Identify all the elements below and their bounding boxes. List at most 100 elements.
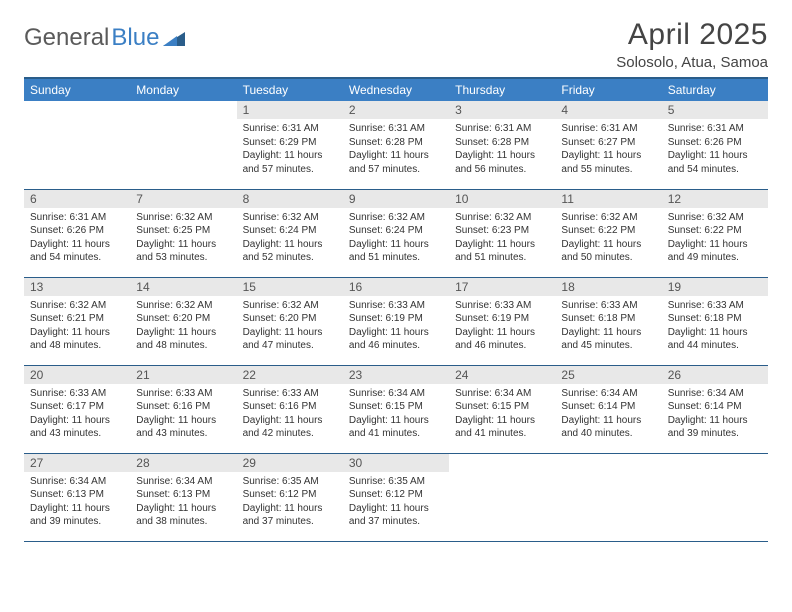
day-number: 15 <box>237 278 343 296</box>
calendar-day-cell <box>449 453 555 541</box>
brand-part2: Blue <box>111 24 159 52</box>
calendar-day-cell: 2Sunrise: 6:31 AMSunset: 6:28 PMDaylight… <box>343 101 449 189</box>
day-content: Sunrise: 6:32 AMSunset: 6:22 PMDaylight:… <box>555 208 661 269</box>
calendar-day-cell: 11Sunrise: 6:32 AMSunset: 6:22 PMDayligh… <box>555 189 661 277</box>
day-content: Sunrise: 6:32 AMSunset: 6:24 PMDaylight:… <box>343 208 449 269</box>
calendar-day-cell: 14Sunrise: 6:32 AMSunset: 6:20 PMDayligh… <box>130 277 236 365</box>
calendar-week-row: 20Sunrise: 6:33 AMSunset: 6:17 PMDayligh… <box>24 365 768 453</box>
weekday-header: Saturday <box>662 78 768 101</box>
calendar-day-cell: 17Sunrise: 6:33 AMSunset: 6:19 PMDayligh… <box>449 277 555 365</box>
day-content: Sunrise: 6:33 AMSunset: 6:19 PMDaylight:… <box>449 296 555 357</box>
weekday-header: Monday <box>130 78 236 101</box>
calendar-day-cell: 19Sunrise: 6:33 AMSunset: 6:18 PMDayligh… <box>662 277 768 365</box>
calendar-head: SundayMondayTuesdayWednesdayThursdayFrid… <box>24 78 768 101</box>
day-number: 19 <box>662 278 768 296</box>
day-number: 25 <box>555 366 661 384</box>
calendar-day-cell: 4Sunrise: 6:31 AMSunset: 6:27 PMDaylight… <box>555 101 661 189</box>
day-content: Sunrise: 6:31 AMSunset: 6:28 PMDaylight:… <box>449 119 555 180</box>
calendar-day-cell: 6Sunrise: 6:31 AMSunset: 6:26 PMDaylight… <box>24 189 130 277</box>
day-number: 3 <box>449 101 555 119</box>
calendar-day-cell: 24Sunrise: 6:34 AMSunset: 6:15 PMDayligh… <box>449 365 555 453</box>
calendar-day-cell: 13Sunrise: 6:32 AMSunset: 6:21 PMDayligh… <box>24 277 130 365</box>
day-number: 29 <box>237 454 343 472</box>
calendar-day-cell: 3Sunrise: 6:31 AMSunset: 6:28 PMDaylight… <box>449 101 555 189</box>
day-content: Sunrise: 6:33 AMSunset: 6:16 PMDaylight:… <box>237 384 343 445</box>
calendar-day-cell: 5Sunrise: 6:31 AMSunset: 6:26 PMDaylight… <box>662 101 768 189</box>
calendar-page: GeneralBlue April 2025 Solosolo, Atua, S… <box>0 0 792 542</box>
calendar-day-cell: 1Sunrise: 6:31 AMSunset: 6:29 PMDaylight… <box>237 101 343 189</box>
day-number: 7 <box>130 190 236 208</box>
calendar-week-row: 6Sunrise: 6:31 AMSunset: 6:26 PMDaylight… <box>24 189 768 277</box>
day-number: 21 <box>130 366 236 384</box>
weekday-header-row: SundayMondayTuesdayWednesdayThursdayFrid… <box>24 78 768 101</box>
weekday-header: Tuesday <box>237 78 343 101</box>
calendar-day-cell: 7Sunrise: 6:32 AMSunset: 6:25 PMDaylight… <box>130 189 236 277</box>
calendar-day-cell: 12Sunrise: 6:32 AMSunset: 6:22 PMDayligh… <box>662 189 768 277</box>
day-content: Sunrise: 6:34 AMSunset: 6:15 PMDaylight:… <box>449 384 555 445</box>
calendar-day-cell <box>24 101 130 189</box>
month-title: April 2025 <box>616 18 768 52</box>
day-number: 24 <box>449 366 555 384</box>
calendar-body: 1Sunrise: 6:31 AMSunset: 6:29 PMDaylight… <box>24 101 768 541</box>
calendar-day-cell: 21Sunrise: 6:33 AMSunset: 6:16 PMDayligh… <box>130 365 236 453</box>
day-content: Sunrise: 6:32 AMSunset: 6:23 PMDaylight:… <box>449 208 555 269</box>
calendar-day-cell <box>662 453 768 541</box>
day-content: Sunrise: 6:31 AMSunset: 6:27 PMDaylight:… <box>555 119 661 180</box>
day-number: 26 <box>662 366 768 384</box>
day-content: Sunrise: 6:31 AMSunset: 6:29 PMDaylight:… <box>237 119 343 180</box>
calendar-day-cell: 16Sunrise: 6:33 AMSunset: 6:19 PMDayligh… <box>343 277 449 365</box>
calendar-day-cell: 18Sunrise: 6:33 AMSunset: 6:18 PMDayligh… <box>555 277 661 365</box>
day-content: Sunrise: 6:35 AMSunset: 6:12 PMDaylight:… <box>343 472 449 533</box>
day-number: 6 <box>24 190 130 208</box>
day-content: Sunrise: 6:32 AMSunset: 6:20 PMDaylight:… <box>237 296 343 357</box>
day-number: 28 <box>130 454 236 472</box>
calendar-table: SundayMondayTuesdayWednesdayThursdayFrid… <box>24 77 768 542</box>
weekday-header: Thursday <box>449 78 555 101</box>
day-content: Sunrise: 6:32 AMSunset: 6:22 PMDaylight:… <box>662 208 768 269</box>
calendar-day-cell: 20Sunrise: 6:33 AMSunset: 6:17 PMDayligh… <box>24 365 130 453</box>
weekday-header: Sunday <box>24 78 130 101</box>
calendar-day-cell: 8Sunrise: 6:32 AMSunset: 6:24 PMDaylight… <box>237 189 343 277</box>
calendar-week-row: 13Sunrise: 6:32 AMSunset: 6:21 PMDayligh… <box>24 277 768 365</box>
day-number: 8 <box>237 190 343 208</box>
calendar-day-cell: 29Sunrise: 6:35 AMSunset: 6:12 PMDayligh… <box>237 453 343 541</box>
day-number: 23 <box>343 366 449 384</box>
day-number: 2 <box>343 101 449 119</box>
day-number: 22 <box>237 366 343 384</box>
day-content: Sunrise: 6:32 AMSunset: 6:20 PMDaylight:… <box>130 296 236 357</box>
calendar-day-cell: 30Sunrise: 6:35 AMSunset: 6:12 PMDayligh… <box>343 453 449 541</box>
calendar-day-cell: 28Sunrise: 6:34 AMSunset: 6:13 PMDayligh… <box>130 453 236 541</box>
day-number: 16 <box>343 278 449 296</box>
brand-logo: GeneralBlue <box>24 18 185 52</box>
calendar-day-cell: 27Sunrise: 6:34 AMSunset: 6:13 PMDayligh… <box>24 453 130 541</box>
day-number: 20 <box>24 366 130 384</box>
day-content: Sunrise: 6:34 AMSunset: 6:15 PMDaylight:… <box>343 384 449 445</box>
day-number: 12 <box>662 190 768 208</box>
day-content: Sunrise: 6:34 AMSunset: 6:14 PMDaylight:… <box>555 384 661 445</box>
day-content: Sunrise: 6:34 AMSunset: 6:14 PMDaylight:… <box>662 384 768 445</box>
day-content: Sunrise: 6:34 AMSunset: 6:13 PMDaylight:… <box>24 472 130 533</box>
day-number: 30 <box>343 454 449 472</box>
calendar-day-cell <box>130 101 236 189</box>
calendar-day-cell: 25Sunrise: 6:34 AMSunset: 6:14 PMDayligh… <box>555 365 661 453</box>
calendar-week-row: 1Sunrise: 6:31 AMSunset: 6:29 PMDaylight… <box>24 101 768 189</box>
day-content: Sunrise: 6:31 AMSunset: 6:26 PMDaylight:… <box>24 208 130 269</box>
calendar-day-cell <box>555 453 661 541</box>
calendar-day-cell: 15Sunrise: 6:32 AMSunset: 6:20 PMDayligh… <box>237 277 343 365</box>
day-content: Sunrise: 6:33 AMSunset: 6:19 PMDaylight:… <box>343 296 449 357</box>
day-content: Sunrise: 6:32 AMSunset: 6:24 PMDaylight:… <box>237 208 343 269</box>
day-number: 1 <box>237 101 343 119</box>
location-text: Solosolo, Atua, Samoa <box>616 54 768 71</box>
calendar-day-cell: 23Sunrise: 6:34 AMSunset: 6:15 PMDayligh… <box>343 365 449 453</box>
day-number: 4 <box>555 101 661 119</box>
calendar-day-cell: 10Sunrise: 6:32 AMSunset: 6:23 PMDayligh… <box>449 189 555 277</box>
day-content: Sunrise: 6:33 AMSunset: 6:16 PMDaylight:… <box>130 384 236 445</box>
day-content: Sunrise: 6:32 AMSunset: 6:25 PMDaylight:… <box>130 208 236 269</box>
day-content: Sunrise: 6:32 AMSunset: 6:21 PMDaylight:… <box>24 296 130 357</box>
day-content: Sunrise: 6:31 AMSunset: 6:26 PMDaylight:… <box>662 119 768 180</box>
day-number: 18 <box>555 278 661 296</box>
calendar-week-row: 27Sunrise: 6:34 AMSunset: 6:13 PMDayligh… <box>24 453 768 541</box>
day-content: Sunrise: 6:31 AMSunset: 6:28 PMDaylight:… <box>343 119 449 180</box>
day-content: Sunrise: 6:35 AMSunset: 6:12 PMDaylight:… <box>237 472 343 533</box>
weekday-header: Friday <box>555 78 661 101</box>
